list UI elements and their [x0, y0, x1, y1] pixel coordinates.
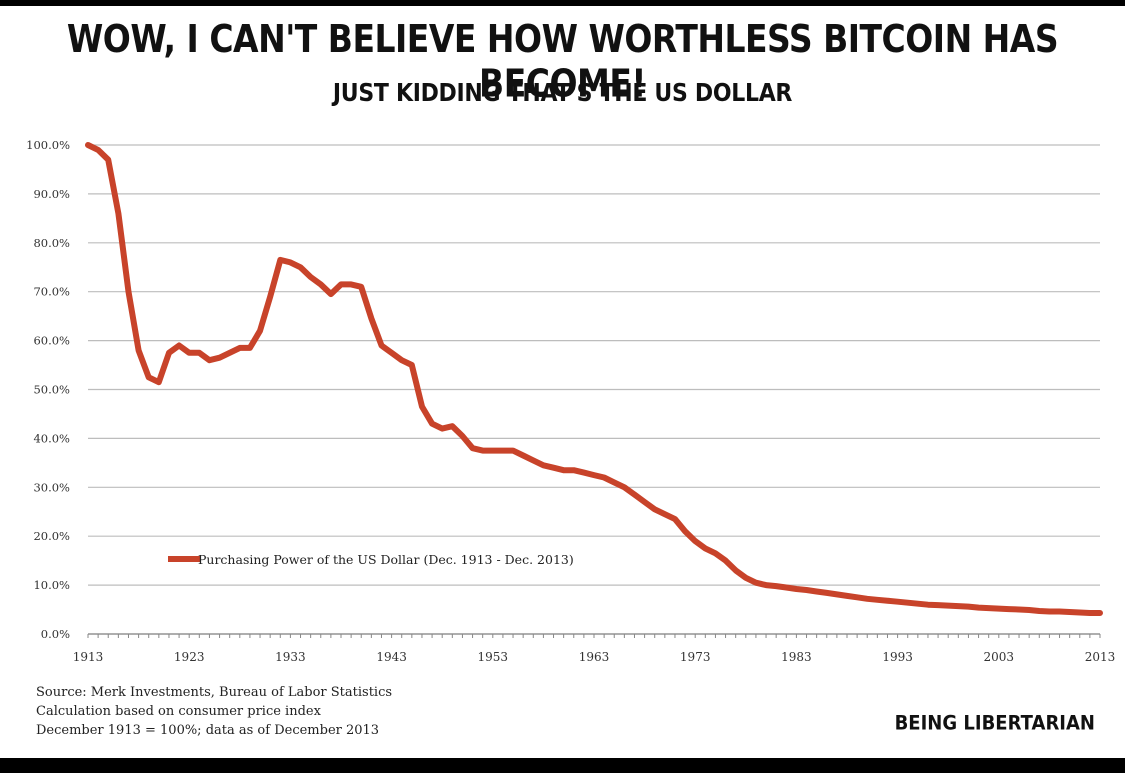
- y-tick-label: 10.0%: [33, 578, 70, 592]
- chart-subtitle: JUST KIDDING THAT'S THE US DOLLAR: [332, 79, 793, 108]
- y-tick-label: 50.0%: [33, 383, 70, 397]
- legend-label: Purchasing Power of the US Dollar (Dec. …: [198, 552, 574, 567]
- source-line: Calculation based on consumer price inde…: [36, 704, 321, 719]
- chart-title: WOW, I CAN'T BELIEVE HOW WORTHLESS BITCO…: [66, 16, 1059, 106]
- y-axis-ticks: 0.0% 10.0% 20.0% 30.0% 40.0% 50.0% 60.0% 70.0% 8…: [26, 138, 70, 641]
- source-note: Source: Merk Investments, Bureau of Labo…: [36, 683, 392, 740]
- x-tick-label: 1933: [275, 650, 306, 664]
- meme-card: [0, 6, 1125, 758]
- bottom-bar: [0, 758, 1125, 773]
- series-layer: [85, 142, 1103, 616]
- legend: Purchasing Power of the US Dollar (Dec. …: [168, 552, 574, 567]
- brand-label: BEING LIBERTARIAN: [894, 711, 1095, 736]
- y-tick-label: 30.0%: [33, 480, 70, 494]
- x-tick-label: 1913: [73, 650, 104, 664]
- x-tick-label: 1963: [579, 650, 610, 664]
- y-tick-label: 60.0%: [33, 334, 70, 348]
- x-tick-label: 1943: [376, 650, 407, 664]
- source-line: December 1913 = 100%; data as of Decembe…: [36, 723, 380, 738]
- x-tick-label: 2003: [984, 650, 1015, 664]
- y-tick-label: 90.0%: [33, 187, 70, 201]
- source-line: Source: Merk Investments, Bureau of Labo…: [36, 685, 393, 700]
- y-tick-label: 20.0%: [33, 529, 70, 543]
- x-axis: 1913 1923 1933 1943 1953 1963 1973 1983 1993 2003…: [73, 633, 1116, 664]
- x-tick-label: 1983: [781, 650, 812, 664]
- x-tick-label: 1993: [882, 650, 913, 664]
- y-tick-label: 80.0%: [33, 236, 70, 250]
- series-line: [85, 142, 1103, 616]
- x-tick-label: 1923: [174, 650, 205, 664]
- y-tick-label: 40.0%: [33, 431, 70, 445]
- y-tick-label: 70.0%: [33, 285, 70, 299]
- x-tick-label: 1953: [478, 650, 509, 664]
- y-tick-label: 100.0%: [26, 138, 70, 152]
- x-tick-label: 1973: [680, 650, 711, 664]
- x-tick-label: 2013: [1085, 650, 1116, 664]
- y-tick-label: 0.0%: [41, 627, 70, 641]
